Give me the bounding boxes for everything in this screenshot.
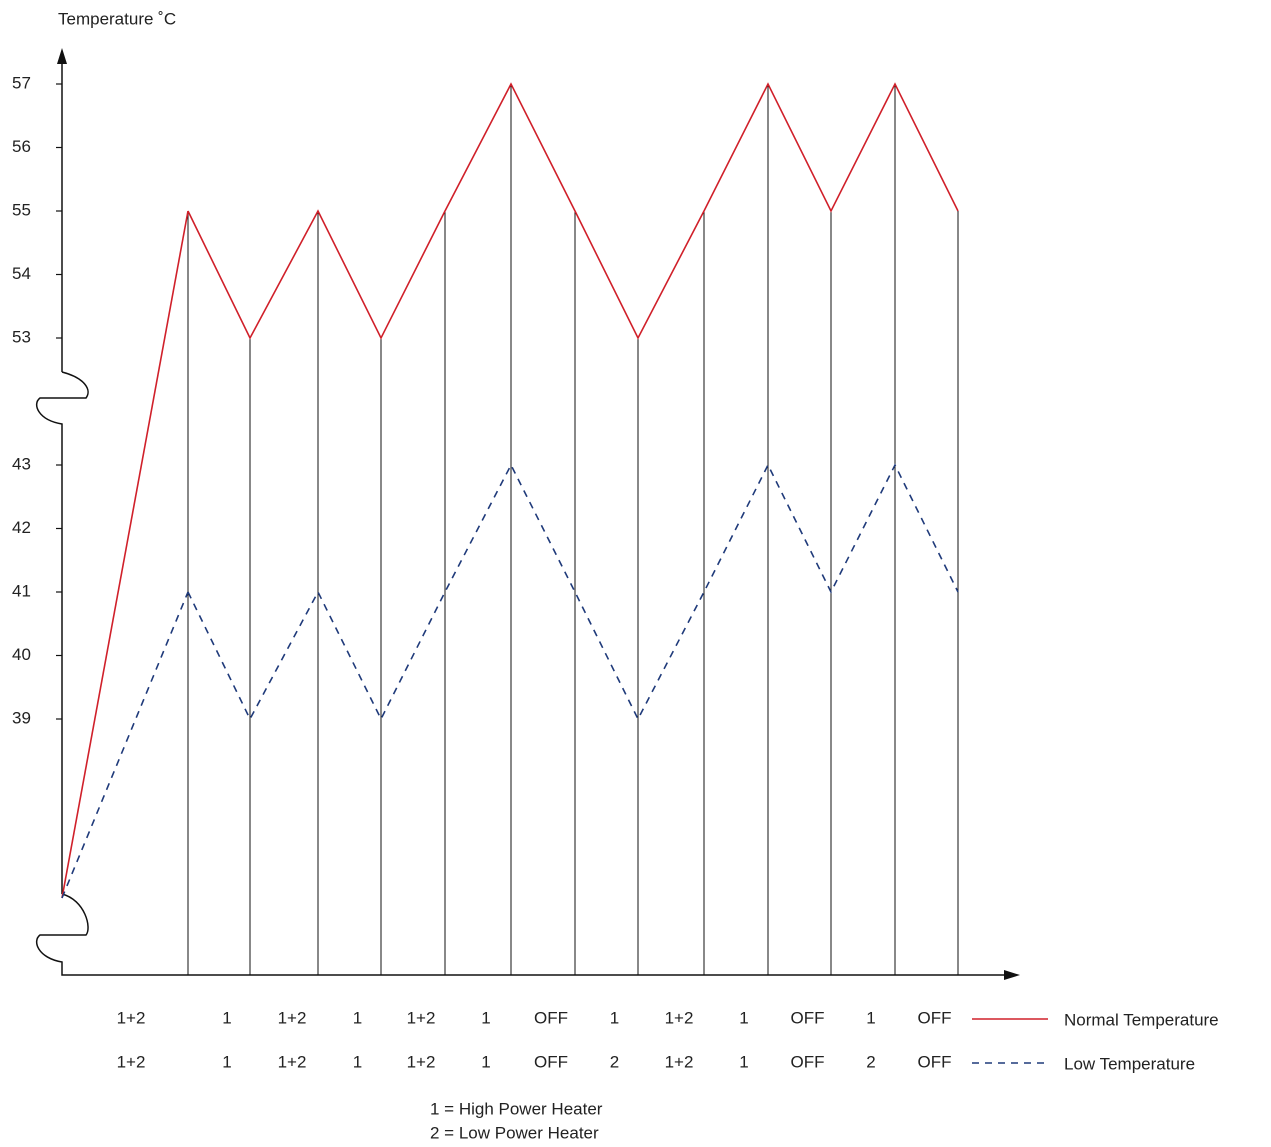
y-tick-label: 55 (12, 200, 31, 219)
y-tick-label: 39 (12, 708, 31, 727)
heater-state: 1+2 (665, 1008, 694, 1027)
legend-label: Normal Temperature (1064, 1010, 1219, 1029)
heater-state: OFF (791, 1008, 825, 1027)
heater-state: OFF (918, 1008, 952, 1027)
heater-state: 1+2 (278, 1052, 307, 1071)
legend-label: Low Temperature (1064, 1054, 1195, 1073)
y-tick-label: 56 (12, 137, 31, 156)
heater-state: OFF (791, 1052, 825, 1071)
heater-state: 1 (353, 1052, 362, 1071)
y-tick-label: 41 (12, 581, 31, 600)
heater-state: 1 (739, 1052, 748, 1071)
y-tick-label: 43 (12, 454, 31, 473)
y-tick-label: 57 (12, 73, 31, 92)
note: 1 = High Power Heater (430, 1099, 603, 1118)
heater-state: OFF (918, 1052, 952, 1071)
heater-state: 1+2 (407, 1052, 436, 1071)
start-segment (61, 591, 189, 899)
heater-state: 1 (222, 1052, 231, 1071)
y-tick-label: 42 (12, 518, 31, 537)
heater-state: 2 (866, 1052, 875, 1071)
y-tick-label: 40 (12, 645, 31, 664)
heater-state: OFF (534, 1008, 568, 1027)
heater-state: 1+2 (407, 1008, 436, 1027)
y-tick-label: 53 (12, 327, 31, 346)
y-axis-label: Temperature ˚C (58, 9, 176, 28)
heater-state: 1 (222, 1008, 231, 1027)
heater-state: 1 (353, 1008, 362, 1027)
heater-state: 1 (739, 1008, 748, 1027)
series-line (187, 463, 959, 721)
heater-state: 2 (610, 1052, 619, 1071)
axes (35, 62, 1010, 976)
heater-state: 1 (866, 1008, 875, 1027)
heater-state: 1+2 (117, 1008, 146, 1027)
heater-state: 1 (481, 1008, 490, 1027)
x-arrow (1004, 970, 1020, 980)
y-arrow (57, 48, 67, 64)
heater-state: 1+2 (117, 1052, 146, 1071)
heater-state: 1 (481, 1052, 490, 1071)
start-segment (61, 210, 189, 899)
axis-break (35, 371, 89, 894)
note: 2 = Low Power Heater (430, 1123, 599, 1142)
heater-state: 1+2 (665, 1052, 694, 1071)
series-line (187, 82, 959, 340)
heater-state: 1+2 (278, 1008, 307, 1027)
axis-break (35, 893, 1010, 976)
heater-state: 1 (610, 1008, 619, 1027)
heater-state: OFF (534, 1052, 568, 1071)
y-tick-label: 54 (12, 264, 31, 283)
